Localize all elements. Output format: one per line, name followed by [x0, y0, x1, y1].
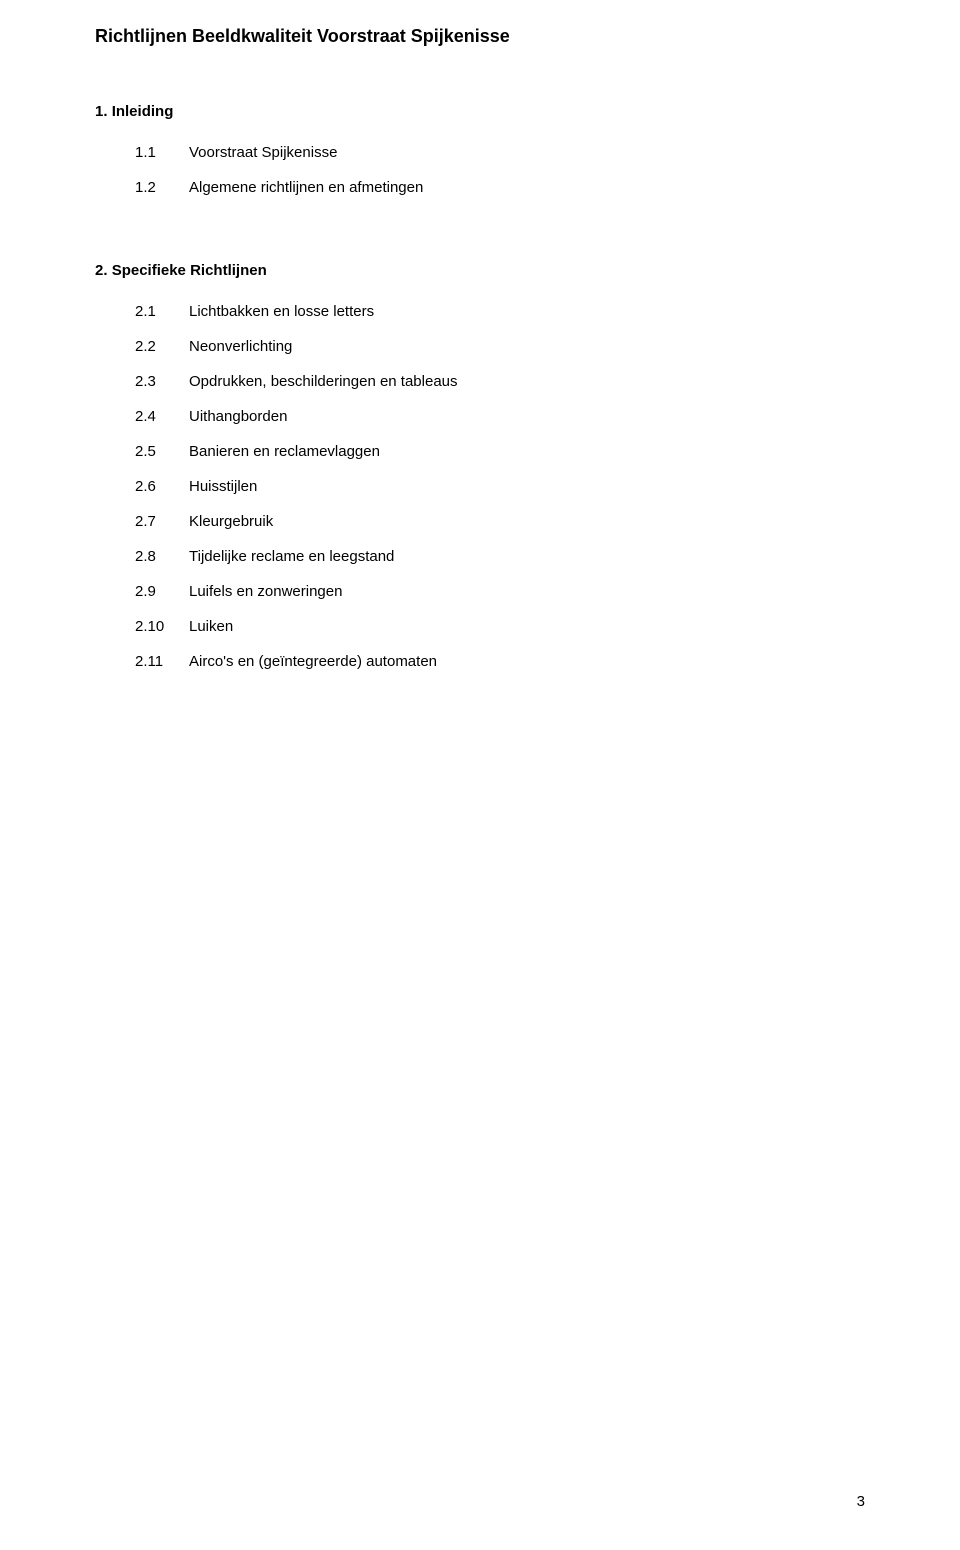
- toc-item-number: 2.4: [135, 406, 189, 427]
- section-2-number: 2.: [95, 262, 108, 279]
- toc-item-label: Huisstijlen: [189, 476, 257, 497]
- page-number: 3: [857, 1493, 865, 1510]
- toc-item-label: Luifels en zonweringen: [189, 581, 342, 602]
- toc-item: 2.5 Banieren en reclamevlaggen: [135, 441, 865, 462]
- toc-item-number: 2.6: [135, 476, 189, 497]
- section-2-heading: 2. Specifieke Richtlijnen: [95, 262, 865, 279]
- toc-item-number: 2.2: [135, 336, 189, 357]
- section-1-number: 1.: [95, 103, 108, 120]
- toc-item-number: 2.5: [135, 441, 189, 462]
- toc-item-number: 2.11: [135, 651, 189, 672]
- toc-item: 1.1 Voorstraat Spijkenisse: [135, 142, 865, 163]
- toc-item-label: Neonverlichting: [189, 336, 292, 357]
- toc-item-label: Opdrukken, beschilderingen en tableaus: [189, 371, 458, 392]
- toc-item: 2.10 Luiken: [135, 616, 865, 637]
- section-1-text: Inleiding: [112, 103, 174, 120]
- section-1-heading: 1. Inleiding: [95, 103, 865, 120]
- toc-item-number: 2.10: [135, 616, 189, 637]
- toc-item-label: Lichtbakken en losse letters: [189, 301, 374, 322]
- toc-item-number: 2.7: [135, 511, 189, 532]
- toc-item-label: Luiken: [189, 616, 233, 637]
- toc-item-number: 2.9: [135, 581, 189, 602]
- toc-item-number: 1.1: [135, 142, 189, 163]
- section-1-items: 1.1 Voorstraat Spijkenisse 1.2 Algemene …: [135, 142, 865, 198]
- section-2-items: 2.1 Lichtbakken en losse letters 2.2 Neo…: [135, 301, 865, 672]
- toc-item-label: Algemene richtlijnen en afmetingen: [189, 177, 423, 198]
- toc-item-label: Tijdelijke reclame en leegstand: [189, 546, 394, 567]
- toc-item-label: Banieren en reclamevlaggen: [189, 441, 380, 462]
- toc-item: 2.6 Huisstijlen: [135, 476, 865, 497]
- toc-item: 2.3 Opdrukken, beschilderingen en tablea…: [135, 371, 865, 392]
- toc-item: 2.9 Luifels en zonweringen: [135, 581, 865, 602]
- section-2-text: Specifieke Richtlijnen: [112, 262, 267, 279]
- toc-item-label: Airco's en (geïntegreerde) automaten: [189, 651, 437, 672]
- toc-item-number: 2.1: [135, 301, 189, 322]
- toc-item: 2.8 Tijdelijke reclame en leegstand: [135, 546, 865, 567]
- toc-item-number: 2.3: [135, 371, 189, 392]
- toc-item: 2.2 Neonverlichting: [135, 336, 865, 357]
- toc-item: 2.11 Airco's en (geïntegreerde) automate…: [135, 651, 865, 672]
- toc-item: 2.4 Uithangborden: [135, 406, 865, 427]
- toc-item-label: Kleurgebruik: [189, 511, 273, 532]
- toc-item-label: Voorstraat Spijkenisse: [189, 142, 337, 163]
- toc-item-number: 1.2: [135, 177, 189, 198]
- toc-item: 2.1 Lichtbakken en losse letters: [135, 301, 865, 322]
- toc-item-number: 2.8: [135, 546, 189, 567]
- toc-item: 2.7 Kleurgebruik: [135, 511, 865, 532]
- toc-item: 1.2 Algemene richtlijnen en afmetingen: [135, 177, 865, 198]
- document-title: Richtlijnen Beeldkwaliteit Voorstraat Sp…: [95, 26, 865, 47]
- toc-item-label: Uithangborden: [189, 406, 287, 427]
